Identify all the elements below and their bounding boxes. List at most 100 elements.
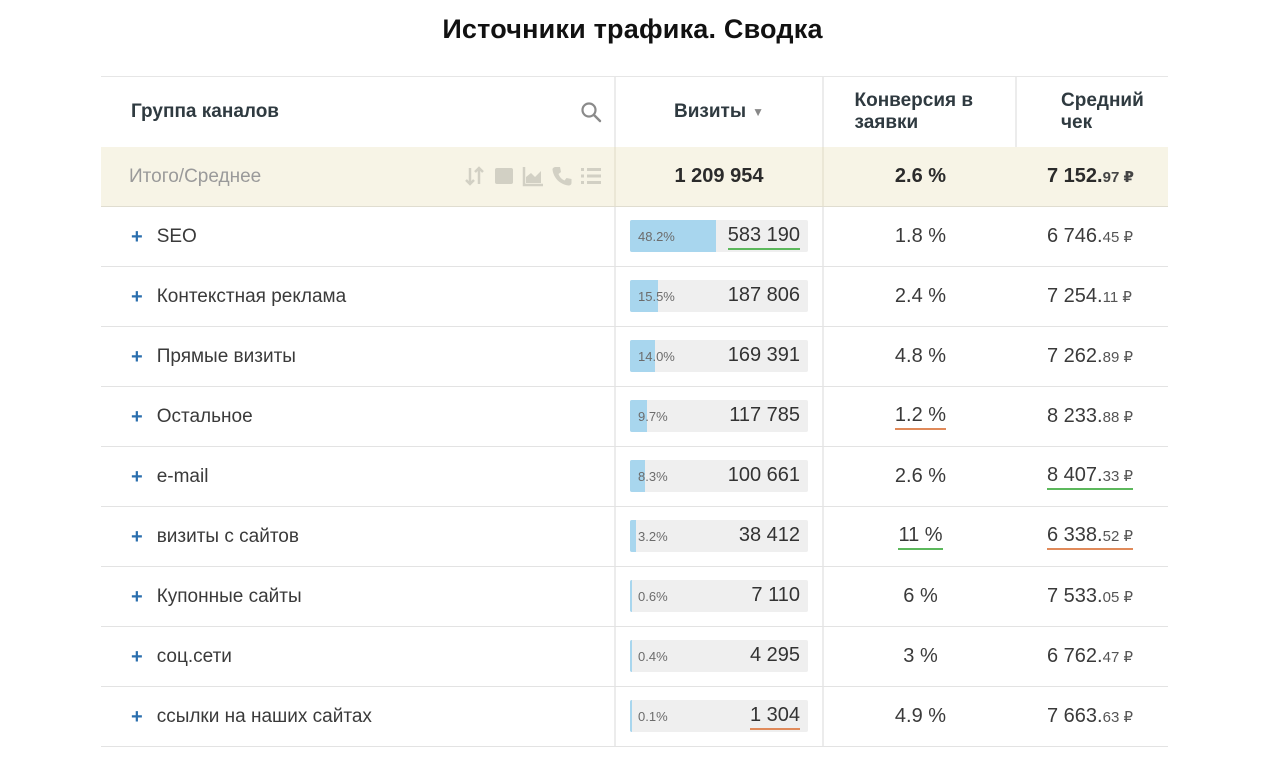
avg-check-value: 6 338.52 ₽: [1047, 524, 1134, 550]
share-bar: 3.2% 38 412: [630, 520, 808, 552]
header-visits-label: Визиты: [674, 101, 747, 122]
visits-value: 100 661: [727, 464, 800, 486]
header-conversion[interactable]: Конверсия в заявки: [824, 77, 1017, 147]
visits-cell: 15.5% 187 806: [616, 267, 824, 326]
header-avg-check[interactable]: Средний чек: [1017, 77, 1168, 147]
expand-plus-icon[interactable]: +: [131, 585, 143, 608]
avg-check-value: 7 262.89 ₽: [1047, 345, 1133, 368]
avg-check-cents: 33 ₽: [1102, 467, 1134, 485]
channel-name[interactable]: Прямые визиты: [156, 345, 296, 367]
visits-cell: 14.0% 169 391: [616, 327, 824, 386]
avg-check-main: 7 254.: [1047, 285, 1103, 307]
expand-plus-icon[interactable]: +: [131, 705, 143, 728]
avg-check-cell: 8 407.33 ₽: [1017, 447, 1168, 506]
share-bar-fill: [630, 520, 636, 552]
avg-check-cents: 47 ₽: [1102, 649, 1134, 666]
avg-check-cell: 7 254.11 ₽: [1017, 267, 1168, 326]
area-chart-icon[interactable]: [522, 165, 544, 187]
avg-check-value: 7 254.11 ₽: [1047, 285, 1132, 308]
table-row: + ссылки на наших сайтах 0.1% 1 304 4.9 % 7 6…: [101, 687, 1168, 747]
table-row: + Прямые визиты 14.0% 169 391 4.8 % 7 262.89 …: [101, 327, 1168, 387]
share-bar: 0.4% 4 295: [630, 640, 808, 672]
share-bar-fill: [630, 280, 658, 312]
header-group[interactable]: Группа каналов: [101, 77, 616, 147]
expand-plus-icon[interactable]: +: [131, 465, 143, 488]
conversion-value: 2.6 %: [894, 465, 947, 487]
channel-cell: + e-mail: [101, 447, 616, 506]
avg-check-value: 6 746.45 ₽: [1047, 225, 1133, 248]
avg-check-value: 7 663.63 ₽: [1047, 705, 1133, 728]
expand-plus-icon[interactable]: +: [131, 225, 143, 248]
avg-check-value: 6 762.47 ₽: [1047, 645, 1133, 668]
avg-check-value: 8 407.33 ₽: [1047, 463, 1134, 490]
share-percent: 9.7%: [638, 409, 668, 424]
phone-icon[interactable]: [551, 165, 573, 187]
channel-name[interactable]: SEO: [156, 225, 197, 247]
share-percent: 8.3%: [638, 469, 668, 484]
visits-value: 7 110: [751, 584, 800, 606]
share-bar-fill: [630, 340, 655, 372]
bar-chart-icon[interactable]: [493, 165, 515, 187]
avg-check-main: 7 533.: [1047, 585, 1103, 607]
visits-cell: 0.1% 1 304: [616, 687, 824, 746]
avg-check-cell: 8 233.88 ₽: [1017, 387, 1168, 446]
total-avg-cents: 97 ₽: [1102, 169, 1134, 186]
conversion-cell: 2.4 %: [824, 267, 1017, 326]
conversion-value: 6 %: [903, 585, 938, 607]
channel-cell: + соц.сети: [101, 627, 616, 686]
list-icon[interactable]: [580, 165, 602, 187]
channel-name[interactable]: Купонные сайты: [156, 585, 302, 607]
total-avg-main: 7 152.: [1047, 165, 1103, 187]
total-visits: 1 209 954: [674, 165, 764, 187]
share-bar: 48.2% 583 190: [630, 220, 808, 252]
conversion-value: 1.8 %: [894, 225, 947, 247]
traffic-table: Группа каналов Визиты ▼ Конверсия в заяв…: [101, 76, 1168, 747]
share-bar: 0.1% 1 304: [630, 700, 808, 732]
conversion-cell: 11 %: [824, 507, 1017, 566]
avg-check-cell: 7 663.63 ₽: [1017, 687, 1168, 746]
share-percent: 14.0%: [638, 349, 675, 364]
visits-value: 117 785: [729, 404, 800, 426]
header-avg-check-label: Средний чек: [1061, 90, 1144, 133]
visits-value: 38 412: [738, 524, 800, 546]
conversion-value: 4.8 %: [894, 345, 947, 367]
total-avg-check: 7 152.97 ₽: [1047, 165, 1134, 188]
avg-check-cents: 52 ₽: [1102, 527, 1134, 545]
avg-check-cents: 45 ₽: [1102, 229, 1134, 246]
conversion-cell: 1.2 %: [824, 387, 1017, 446]
total-row: Итого/Среднее: [101, 147, 1168, 207]
channel-cell: + SEO: [101, 207, 616, 266]
expand-plus-icon[interactable]: +: [131, 525, 143, 548]
channel-name[interactable]: e-mail: [156, 465, 209, 487]
channel-name[interactable]: соц.сети: [156, 645, 232, 667]
avg-check-value: 7 533.05 ₽: [1047, 585, 1133, 608]
search-icon[interactable]: [580, 101, 602, 123]
channel-name[interactable]: ссылки на наших сайтах: [156, 705, 372, 727]
expand-plus-icon[interactable]: +: [131, 405, 143, 428]
share-bar: 9.7% 117 785: [630, 400, 808, 432]
expand-plus-icon[interactable]: +: [131, 285, 143, 308]
avg-check-main: 6 762.: [1047, 645, 1103, 667]
table-row: + Контекстная реклама 15.5% 187 806 2.4 % 7 2…: [101, 267, 1168, 327]
channel-name[interactable]: визиты с сайтов: [156, 525, 299, 547]
channel-name[interactable]: Остальное: [156, 405, 253, 427]
share-bar-fill: [630, 640, 632, 672]
avg-check-cents: 05 ₽: [1102, 589, 1134, 606]
sort-desc-icon[interactable]: ▼: [752, 105, 764, 119]
table-row: + визиты с сайтов 3.2% 38 412 11 % 6 338.52 ₽: [101, 507, 1168, 567]
conversion-cell: 1.8 %: [824, 207, 1017, 266]
share-bar: 15.5% 187 806: [630, 280, 808, 312]
avg-check-cents: 63 ₽: [1102, 709, 1134, 726]
table-row: + Купонные сайты 0.6% 7 110 6 % 7 533.05 ₽: [101, 567, 1168, 627]
expand-plus-icon[interactable]: +: [131, 645, 143, 668]
share-bar: 8.3% 100 661: [630, 460, 808, 492]
table-body: + SEO 48.2% 583 190 1.8 % 6 746.45 ₽ + Контекст…: [101, 207, 1168, 747]
channel-name[interactable]: Контекстная реклама: [156, 285, 347, 307]
avg-check-main: 8 407.: [1047, 463, 1103, 486]
share-percent: 0.4%: [638, 649, 668, 664]
channel-cell: + Купонные сайты: [101, 567, 616, 626]
sort-icon[interactable]: [464, 165, 486, 187]
header-visits[interactable]: Визиты ▼: [616, 77, 824, 147]
avg-check-cell: 7 533.05 ₽: [1017, 567, 1168, 626]
expand-plus-icon[interactable]: +: [131, 345, 143, 368]
